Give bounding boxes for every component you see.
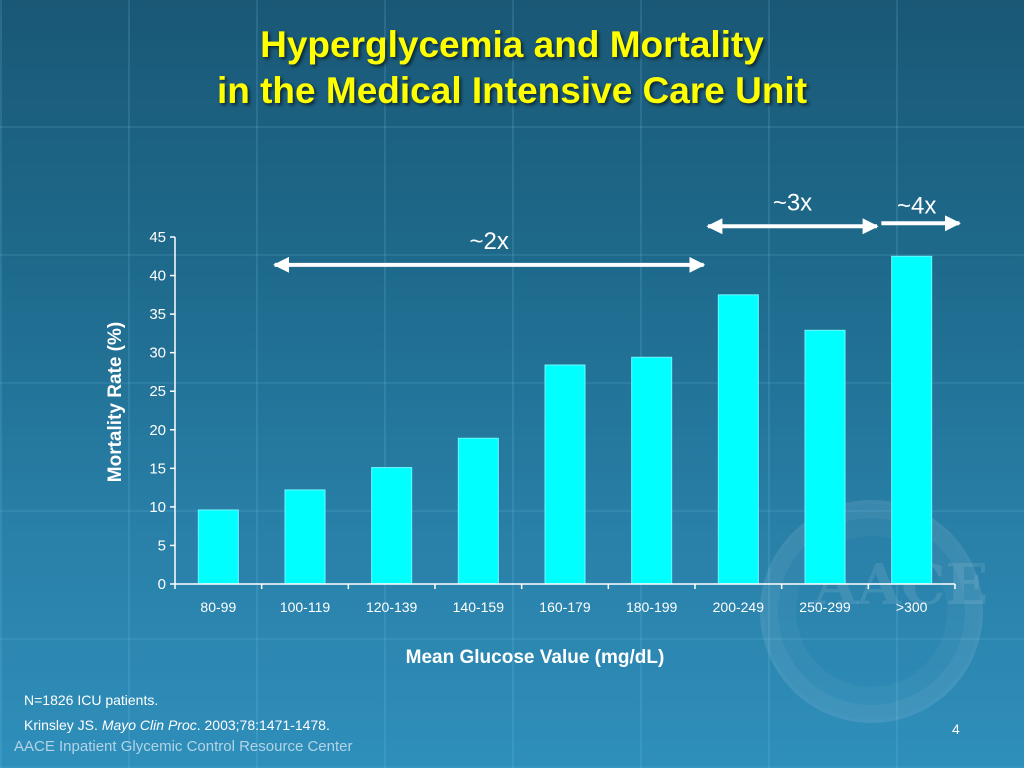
x-tick-label: 250-299 (799, 599, 851, 615)
footer-organization: AACE Inpatient Glycemic Control Resource… (14, 738, 353, 755)
title-line-2: in the Medical Intensive Care Unit (216, 70, 808, 111)
x-tick-label: 160-179 (539, 599, 591, 615)
y-tick-label: 0 (158, 576, 166, 593)
bar-100-119 (284, 489, 326, 585)
title-line-1: Hyperglycemia and Mortality (260, 24, 764, 65)
bar-250-299 (804, 329, 846, 585)
y-tick-label: 40 (149, 268, 166, 285)
y-tick-label: 45 (149, 229, 166, 246)
footnote-citation: Krinsley JS. Mayo Clin Proc. 2003;78:147… (24, 717, 330, 733)
x-tick-label: 80-99 (200, 599, 236, 615)
y-tick-label: 25 (149, 383, 166, 400)
x-tick-label: >300 (896, 599, 928, 615)
bar-140-159 (457, 437, 499, 585)
y-tick-label: 35 (149, 306, 166, 323)
x-tick-label: 180-199 (626, 599, 678, 615)
bar-180-199 (631, 356, 673, 585)
bar-160-179 (544, 364, 586, 585)
citation-journal: Mayo Clin Proc (101, 717, 197, 733)
footnote-sample-size: N=1826 ICU patients. (24, 692, 159, 708)
x-tick-label: 100-119 (280, 599, 331, 615)
annotation-label: ~2x (469, 228, 508, 255)
bar->300 (891, 255, 933, 585)
y-tick-label: 20 (149, 422, 166, 439)
slide-title: Hyperglycemia and Mortality in the Medic… (0, 22, 1024, 114)
annotation-label: ~4x (897, 192, 936, 219)
annotation-label: ~3x (773, 189, 812, 216)
y-tick-label: 10 (149, 499, 166, 516)
y-axis-label: Mortality Rate (%) (105, 322, 126, 482)
bar-80-99 (197, 509, 239, 585)
bar-200-249 (717, 294, 759, 585)
citation-author: Krinsley JS. (24, 717, 102, 733)
y-tick-label: 15 (149, 460, 166, 477)
x-tick-label: 140-159 (453, 599, 505, 615)
y-tick-label: 30 (149, 345, 166, 362)
x-tick-label: 120-139 (366, 599, 418, 615)
citation-details: . 2003;78:1471-1478. (196, 717, 330, 733)
x-tick-label: 200-249 (713, 599, 765, 615)
bar-120-139 (371, 467, 413, 585)
page-number: 4 (952, 721, 960, 737)
x-axis-label: Mean Glucose Value (mg/dL) (406, 647, 665, 668)
y-tick-label: 5 (158, 537, 166, 554)
